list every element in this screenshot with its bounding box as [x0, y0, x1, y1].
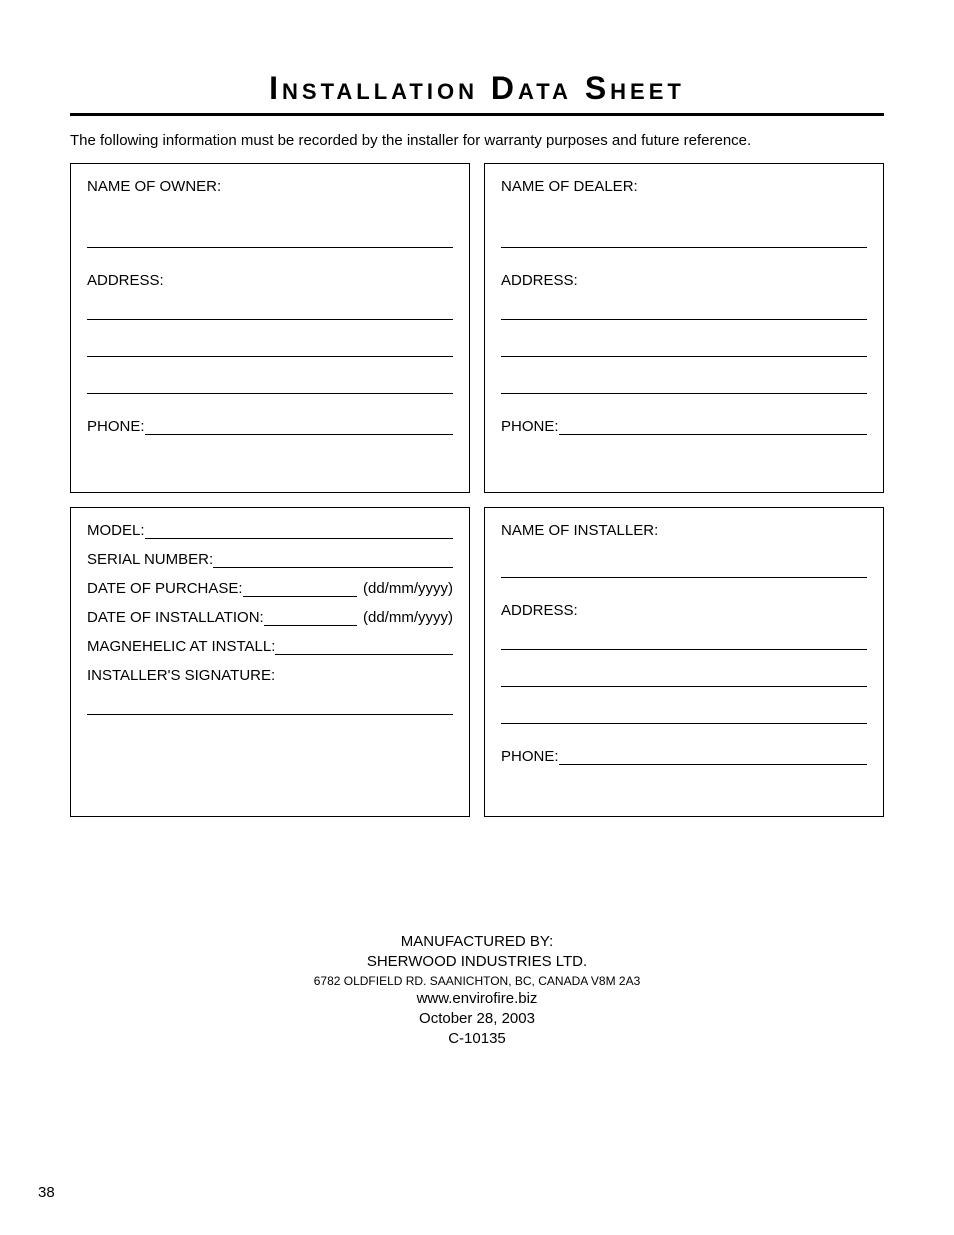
purchase-suffix: (dd/mm/yyyy) [363, 580, 453, 597]
purchase-label: DATE OF PURCHASE: [87, 580, 243, 597]
installer-address-field-3[interactable] [501, 703, 867, 724]
owner-address-field-1[interactable] [87, 299, 453, 320]
installer-phone-field[interactable] [559, 748, 867, 765]
signature-field[interactable] [87, 694, 453, 715]
dealer-address-field-3[interactable] [501, 373, 867, 394]
dealer-phone-row: PHONE: [501, 418, 867, 435]
title-rule [70, 113, 884, 116]
dealer-address-label: ADDRESS: [501, 272, 867, 289]
dealer-name-label: NAME OF DEALER: [501, 178, 867, 195]
install-date-label: DATE OF INSTALLATION: [87, 609, 264, 626]
page-title: Installation Data Sheet [70, 70, 884, 107]
serial-row: SERIAL NUMBER: [87, 551, 453, 568]
magnehelic-row: MAGNEHELIC AT INSTALL: [87, 638, 453, 655]
owner-name-label: NAME OF OWNER: [87, 178, 453, 195]
dealer-name-field[interactable] [501, 227, 867, 248]
model-label: MODEL: [87, 522, 145, 539]
model-field[interactable] [145, 522, 453, 539]
product-box: MODEL: SERIAL NUMBER: DATE OF PURCHASE: … [70, 507, 470, 817]
serial-label: SERIAL NUMBER: [87, 551, 213, 568]
owner-phone-field[interactable] [145, 418, 453, 435]
installer-address-label: ADDRESS: [501, 602, 867, 619]
footer-manufactured-by: MANUFACTURED BY: [70, 932, 884, 952]
installer-address-field-1[interactable] [501, 629, 867, 650]
installer-box: NAME OF INSTALLER: ADDRESS: PHONE: [484, 507, 884, 817]
dealer-phone-field[interactable] [559, 418, 867, 435]
installer-name-field[interactable] [501, 557, 867, 578]
owner-box: NAME OF OWNER: ADDRESS: PHONE: [70, 163, 470, 493]
installer-address-field-2[interactable] [501, 666, 867, 687]
magnehelic-field[interactable] [275, 638, 453, 655]
dealer-box: NAME OF DEALER: ADDRESS: PHONE: [484, 163, 884, 493]
footer-website: www.envirofire.biz [70, 989, 884, 1009]
install-date-row: DATE OF INSTALLATION: (dd/mm/yyyy) [87, 609, 453, 626]
footer-code: C-10135 [70, 1029, 884, 1049]
signature-label: INSTALLER'S SIGNATURE: [87, 667, 453, 684]
dealer-address-field-2[interactable] [501, 336, 867, 357]
model-row: MODEL: [87, 522, 453, 539]
owner-phone-label: PHONE: [87, 418, 145, 435]
page: Installation Data Sheet The following in… [0, 0, 954, 1235]
owner-phone-row: PHONE: [87, 418, 453, 435]
install-date-field[interactable] [264, 609, 357, 626]
page-number: 38 [38, 1184, 55, 1201]
installer-name-label: NAME OF INSTALLER: [501, 522, 867, 539]
row-owner-dealer: NAME OF OWNER: ADDRESS: PHONE: NAME OF D… [70, 163, 884, 493]
install-date-suffix: (dd/mm/yyyy) [363, 609, 453, 626]
footer-address: 6782 OLDFIELD RD. SAANICHTON, BC, CANADA… [70, 973, 884, 989]
magnehelic-label: MAGNEHELIC AT INSTALL: [87, 638, 275, 655]
dealer-address-field-1[interactable] [501, 299, 867, 320]
purchase-field[interactable] [243, 580, 357, 597]
owner-address-field-3[interactable] [87, 373, 453, 394]
owner-address-label: ADDRESS: [87, 272, 453, 289]
footer-date: October 28, 2003 [70, 1009, 884, 1029]
owner-name-field[interactable] [87, 227, 453, 248]
serial-field[interactable] [213, 551, 453, 568]
installer-phone-row: PHONE: [501, 748, 867, 765]
installer-phone-label: PHONE: [501, 748, 559, 765]
row-product-installer: MODEL: SERIAL NUMBER: DATE OF PURCHASE: … [70, 507, 884, 817]
purchase-row: DATE OF PURCHASE: (dd/mm/yyyy) [87, 580, 453, 597]
intro-text: The following information must be record… [70, 132, 884, 149]
footer: MANUFACTURED BY: SHERWOOD INDUSTRIES LTD… [70, 932, 884, 1049]
footer-company: SHERWOOD INDUSTRIES LTD. [70, 952, 884, 972]
dealer-phone-label: PHONE: [501, 418, 559, 435]
owner-address-field-2[interactable] [87, 336, 453, 357]
